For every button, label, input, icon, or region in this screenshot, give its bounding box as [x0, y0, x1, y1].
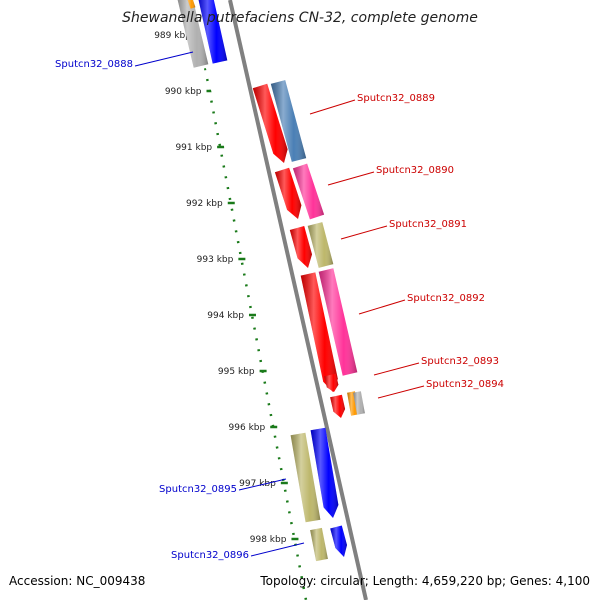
backbone-line	[228, 0, 368, 600]
label-leader-line	[340, 225, 388, 240]
gene-labels: Sputcn32_0888 Sputcn32_0889 Sputcn32_0890 S…	[55, 51, 504, 561]
gene-shading	[324, 373, 339, 392]
label-leader-line	[238, 478, 287, 491]
gene-shading	[310, 427, 339, 518]
gene-label[interactable]: Sputcn32_0893	[421, 356, 499, 367]
gene-shading	[289, 226, 312, 268]
kbp-label: 992 kbp	[186, 199, 223, 209]
kbp-label: 993 kbp	[197, 255, 234, 265]
label-leader-line	[373, 362, 420, 376]
accession-label: Accession: NC_009438	[9, 574, 146, 588]
gene-label[interactable]: Sputcn32_0890	[376, 165, 454, 176]
kbp-label: 995 kbp	[218, 367, 255, 377]
gene-shading	[353, 391, 365, 415]
gene-shading	[292, 163, 325, 220]
gene-shading	[270, 80, 307, 162]
kbp-label: 998 kbp	[250, 535, 287, 545]
label-leader-line	[377, 385, 425, 399]
gene-shading	[290, 432, 321, 523]
kbp-label: 989 kbp	[154, 31, 191, 41]
label-leader-line	[250, 542, 305, 557]
gene-shading	[330, 394, 346, 418]
gene-shading	[274, 167, 302, 219]
gene-label[interactable]: Sputcn32_0889	[357, 93, 435, 104]
map-title: Shewanella putrefaciens CN-32, complete …	[122, 10, 478, 26]
kbp-label: 997 kbp	[239, 479, 276, 489]
gene-shading	[187, 0, 196, 9]
label-leader-line	[134, 51, 194, 67]
label-leader-line	[358, 299, 406, 315]
kbp-label: 991 kbp	[175, 143, 212, 153]
kbp-label: 994 kbp	[207, 311, 244, 321]
genome-backbone	[190, 0, 405, 600]
gene-label[interactable]: Sputcn32_0894	[426, 379, 504, 390]
kbp-label: 990 kbp	[165, 87, 202, 97]
topology-label: Topology: circular; Length: 4,659,220 bp…	[260, 574, 590, 588]
label-leader-line	[327, 171, 375, 186]
gene-shading	[198, 0, 228, 64]
gene-label[interactable]: Sputcn32_0892	[407, 293, 485, 304]
gene-label[interactable]: Sputcn32_0895	[159, 484, 237, 495]
label-leader-line	[309, 99, 356, 115]
gene-shading	[300, 272, 338, 392]
gene-shading	[307, 222, 334, 268]
gene-label[interactable]: Sputcn32_0891	[389, 219, 467, 230]
gene-label[interactable]: Sputcn32_0888	[55, 59, 133, 70]
kbp-label: 996 kbp	[229, 423, 266, 433]
gene-shading	[318, 268, 358, 376]
genes	[177, 0, 365, 562]
gene-shading	[330, 525, 347, 557]
gene-label[interactable]: Sputcn32_0896	[171, 550, 249, 561]
gene-shading	[177, 0, 209, 68]
gene-shading	[310, 527, 328, 562]
gene-shading	[252, 83, 288, 163]
